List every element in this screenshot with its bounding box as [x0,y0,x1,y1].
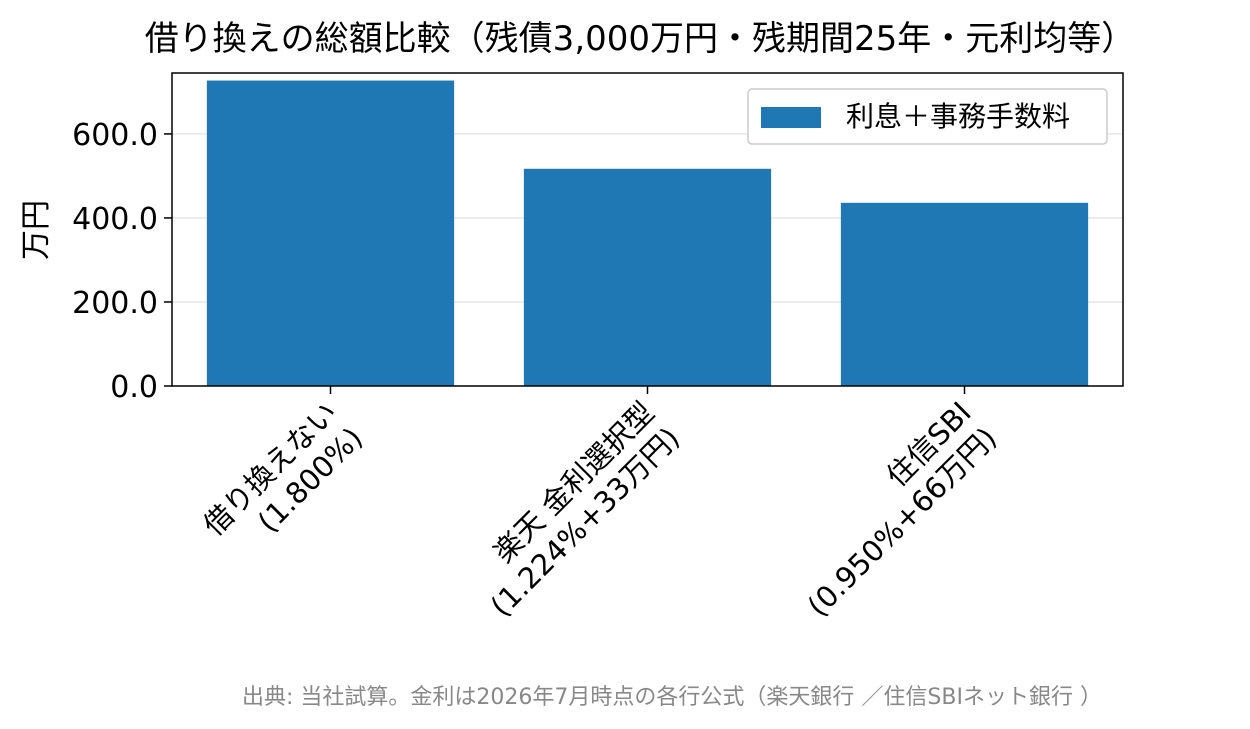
legend-box [747,88,1108,145]
bars [206,80,1089,387]
y-tick-label: 600.0 [72,118,158,153]
bar-3 [840,202,1089,386]
y-axis: 0.0 200.0 400.0 600.0 [72,118,172,405]
legend: 利息＋事務手数料 [747,88,1108,145]
legend-swatch [761,107,821,128]
y-tick-label: 400.0 [72,202,158,237]
y-tick-label: 200.0 [72,286,158,321]
chart-title: 借り換えの総額比較（残債3,000万円・残期間25年・元利均等） [145,19,1136,59]
legend-label-interest-fees: 利息＋事務手数料 [846,100,1070,133]
source-note: 出典: 当社試算。金利は2026年7月時点の各行公式（楽天銀行 ／住信SBIネッ… [242,685,1102,710]
y-axis-label: 万円 [19,200,54,260]
bar-1 [206,80,455,387]
y-tick-label: 0.0 [110,370,158,405]
bar-2 [523,168,772,386]
